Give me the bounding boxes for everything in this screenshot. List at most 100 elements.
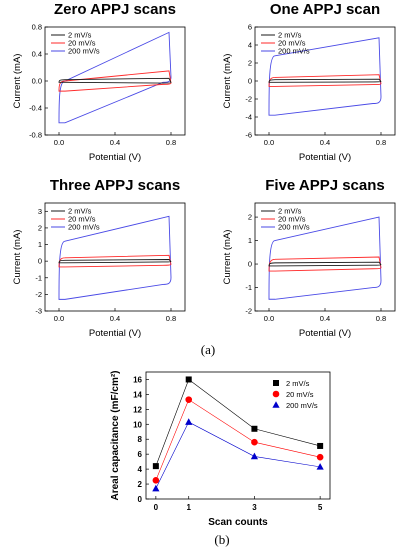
y-tick-label: 4 [138,465,143,474]
x-tick-label: 3 [252,503,257,512]
x-tick-label: 5 [318,503,323,512]
cv-loop-200mVs [268,37,382,116]
x-tick-label: 0.4 [320,314,330,323]
caption-b: (b) [214,532,229,547]
x-axis-label: Potential (V) [89,152,141,163]
y-tick-label: 3 [38,207,42,216]
y-tick-label: 1 [38,240,42,249]
y-tick-label: 10 [133,420,142,429]
x-tick-label: 0.8 [166,138,176,147]
data-point-square [251,425,258,432]
y-axis-label: Current (mA) [222,230,233,285]
caption-a: (a) [201,342,215,357]
cv-panel-1: One APPJ scan 0.0 0.4 0.8 -6 -4 -2 0 2 4 6 Potentia… [222,1,396,163]
series-line-square [155,378,321,467]
series-line-triangle [155,421,321,489]
x-axis-label: Potential (V) [89,328,141,339]
y-tick-label: 0 [248,260,252,269]
data-point-circle [185,396,193,403]
y-axis-label: Areal capacitance (mF/cm²) [110,370,121,500]
x-tick-label: 0.8 [376,138,386,147]
x-tick-label: 1 [186,503,191,512]
cv-panels: Zero APPJ scans 0.0 0.4 0.8 -0.8 -0.4 0.0 0.4 0.… [12,1,396,339]
legend-marker [272,390,280,398]
legend-label: 20 mV/s [68,215,96,224]
legend-label: 200 mV/s [68,47,100,56]
x-tick-label: 0.8 [376,314,386,323]
cv-loop-2mVs [268,78,382,83]
cv-loop-20mVs [58,70,172,92]
y-tick-label: 2 [248,59,252,68]
capacitance-panel: 0 1 3 5 0 2 4 6 8 10 12 14 16 Scan counts Areal capaci… [110,370,331,528]
x-tick-label: 0.0 [264,138,274,147]
y-axis-label: Current (mA) [222,54,233,109]
x-tick-label: 0.4 [110,314,120,323]
legend-label: 20 mV/s [286,390,314,399]
legend-label: 200 mV/s [286,401,318,410]
y-tick-label: 0.4 [32,50,42,59]
y-tick-label: 2 [138,480,143,489]
y-tick-label: 0 [138,495,143,504]
y-tick-label: 16 [133,375,142,384]
y-tick-label: 4 [248,41,252,50]
panel-title: Zero APPJ scans [54,1,176,18]
cv-panel-2: Three APPJ scans 0.0 0.4 0.8 -3 -2 -1 0 1 2 3 Poten… [12,177,186,339]
legend-label: 2 mV/s [68,207,92,216]
y-tick-label: -0.8 [29,131,42,140]
series-line-circle [155,399,321,481]
y-tick-label: -2 [245,95,252,104]
x-tick-label: 0.0 [54,314,64,323]
data-point-square [185,376,192,383]
x-tick-label: 0.0 [264,314,274,323]
panel-title: Three APPJ scans [50,177,180,194]
y-tick-label: 0 [248,77,252,86]
y-tick-label: -2 [245,307,252,316]
y-tick-label: 0.0 [32,77,42,86]
data-point-triangle [152,484,160,492]
y-tick-label: -1 [35,273,42,282]
y-tick-label: 12 [133,405,142,414]
cv-loop-20mVs [268,74,382,87]
x-axis-label: Potential (V) [299,328,351,339]
cv-loop-2mVs [268,261,382,267]
legend-label: 2 mV/s [278,207,302,216]
plot-frame [145,371,331,500]
data-point-triangle [316,463,324,470]
legend-label: 2 mV/s [278,31,302,40]
cv-loop-2mVs [58,77,172,84]
legend-label: 20 mV/s [278,39,306,48]
data-point-circle [316,453,324,461]
cv-loop-20mVs [58,254,172,268]
cv-panel-3: Five APPJ scans 0.0 0.4 0.8 -2 -1 0 1 2 Potential… [222,177,396,339]
data-point-circle [251,438,258,446]
y-tick-label: 0.8 [32,23,42,32]
y-tick-label: 6 [138,450,143,459]
y-tick-label: 2 [38,223,42,232]
data-point-square [152,463,159,470]
legend-label: 200 mV/s [278,223,310,232]
cv-loop-200mVs [268,216,382,300]
y-tick-label: -2 [35,290,42,299]
y-tick-label: -6 [245,131,252,140]
legend-label: 20 mV/s [68,39,96,48]
y-tick-label: -3 [35,307,42,316]
y-tick-label: -1 [245,283,252,292]
data-point-circle [152,477,160,484]
legend-marker [272,401,280,408]
cv-loop-2mVs [58,259,172,264]
cv-panel-0: Zero APPJ scans 0.0 0.4 0.8 -0.8 -0.4 0.0 0.4 0.… [12,1,186,163]
plot-frame [254,26,396,136]
legend-label: 2 mV/s [68,31,92,40]
y-axis-label: Current (mA) [12,230,23,285]
legend-label: 2 mV/s [286,379,310,388]
y-tick-label: -4 [245,113,252,122]
x-tick-label: 0 [154,503,159,512]
x-tick-label: 0.0 [54,138,64,147]
y-tick-label: 8 [138,435,143,444]
legend-marker [273,380,279,386]
x-axis-label: Potential (V) [299,152,351,163]
x-tick-label: 0.4 [110,138,120,147]
legend-label: 200 mV/s [68,223,100,232]
x-tick-label: 0.8 [166,314,176,323]
